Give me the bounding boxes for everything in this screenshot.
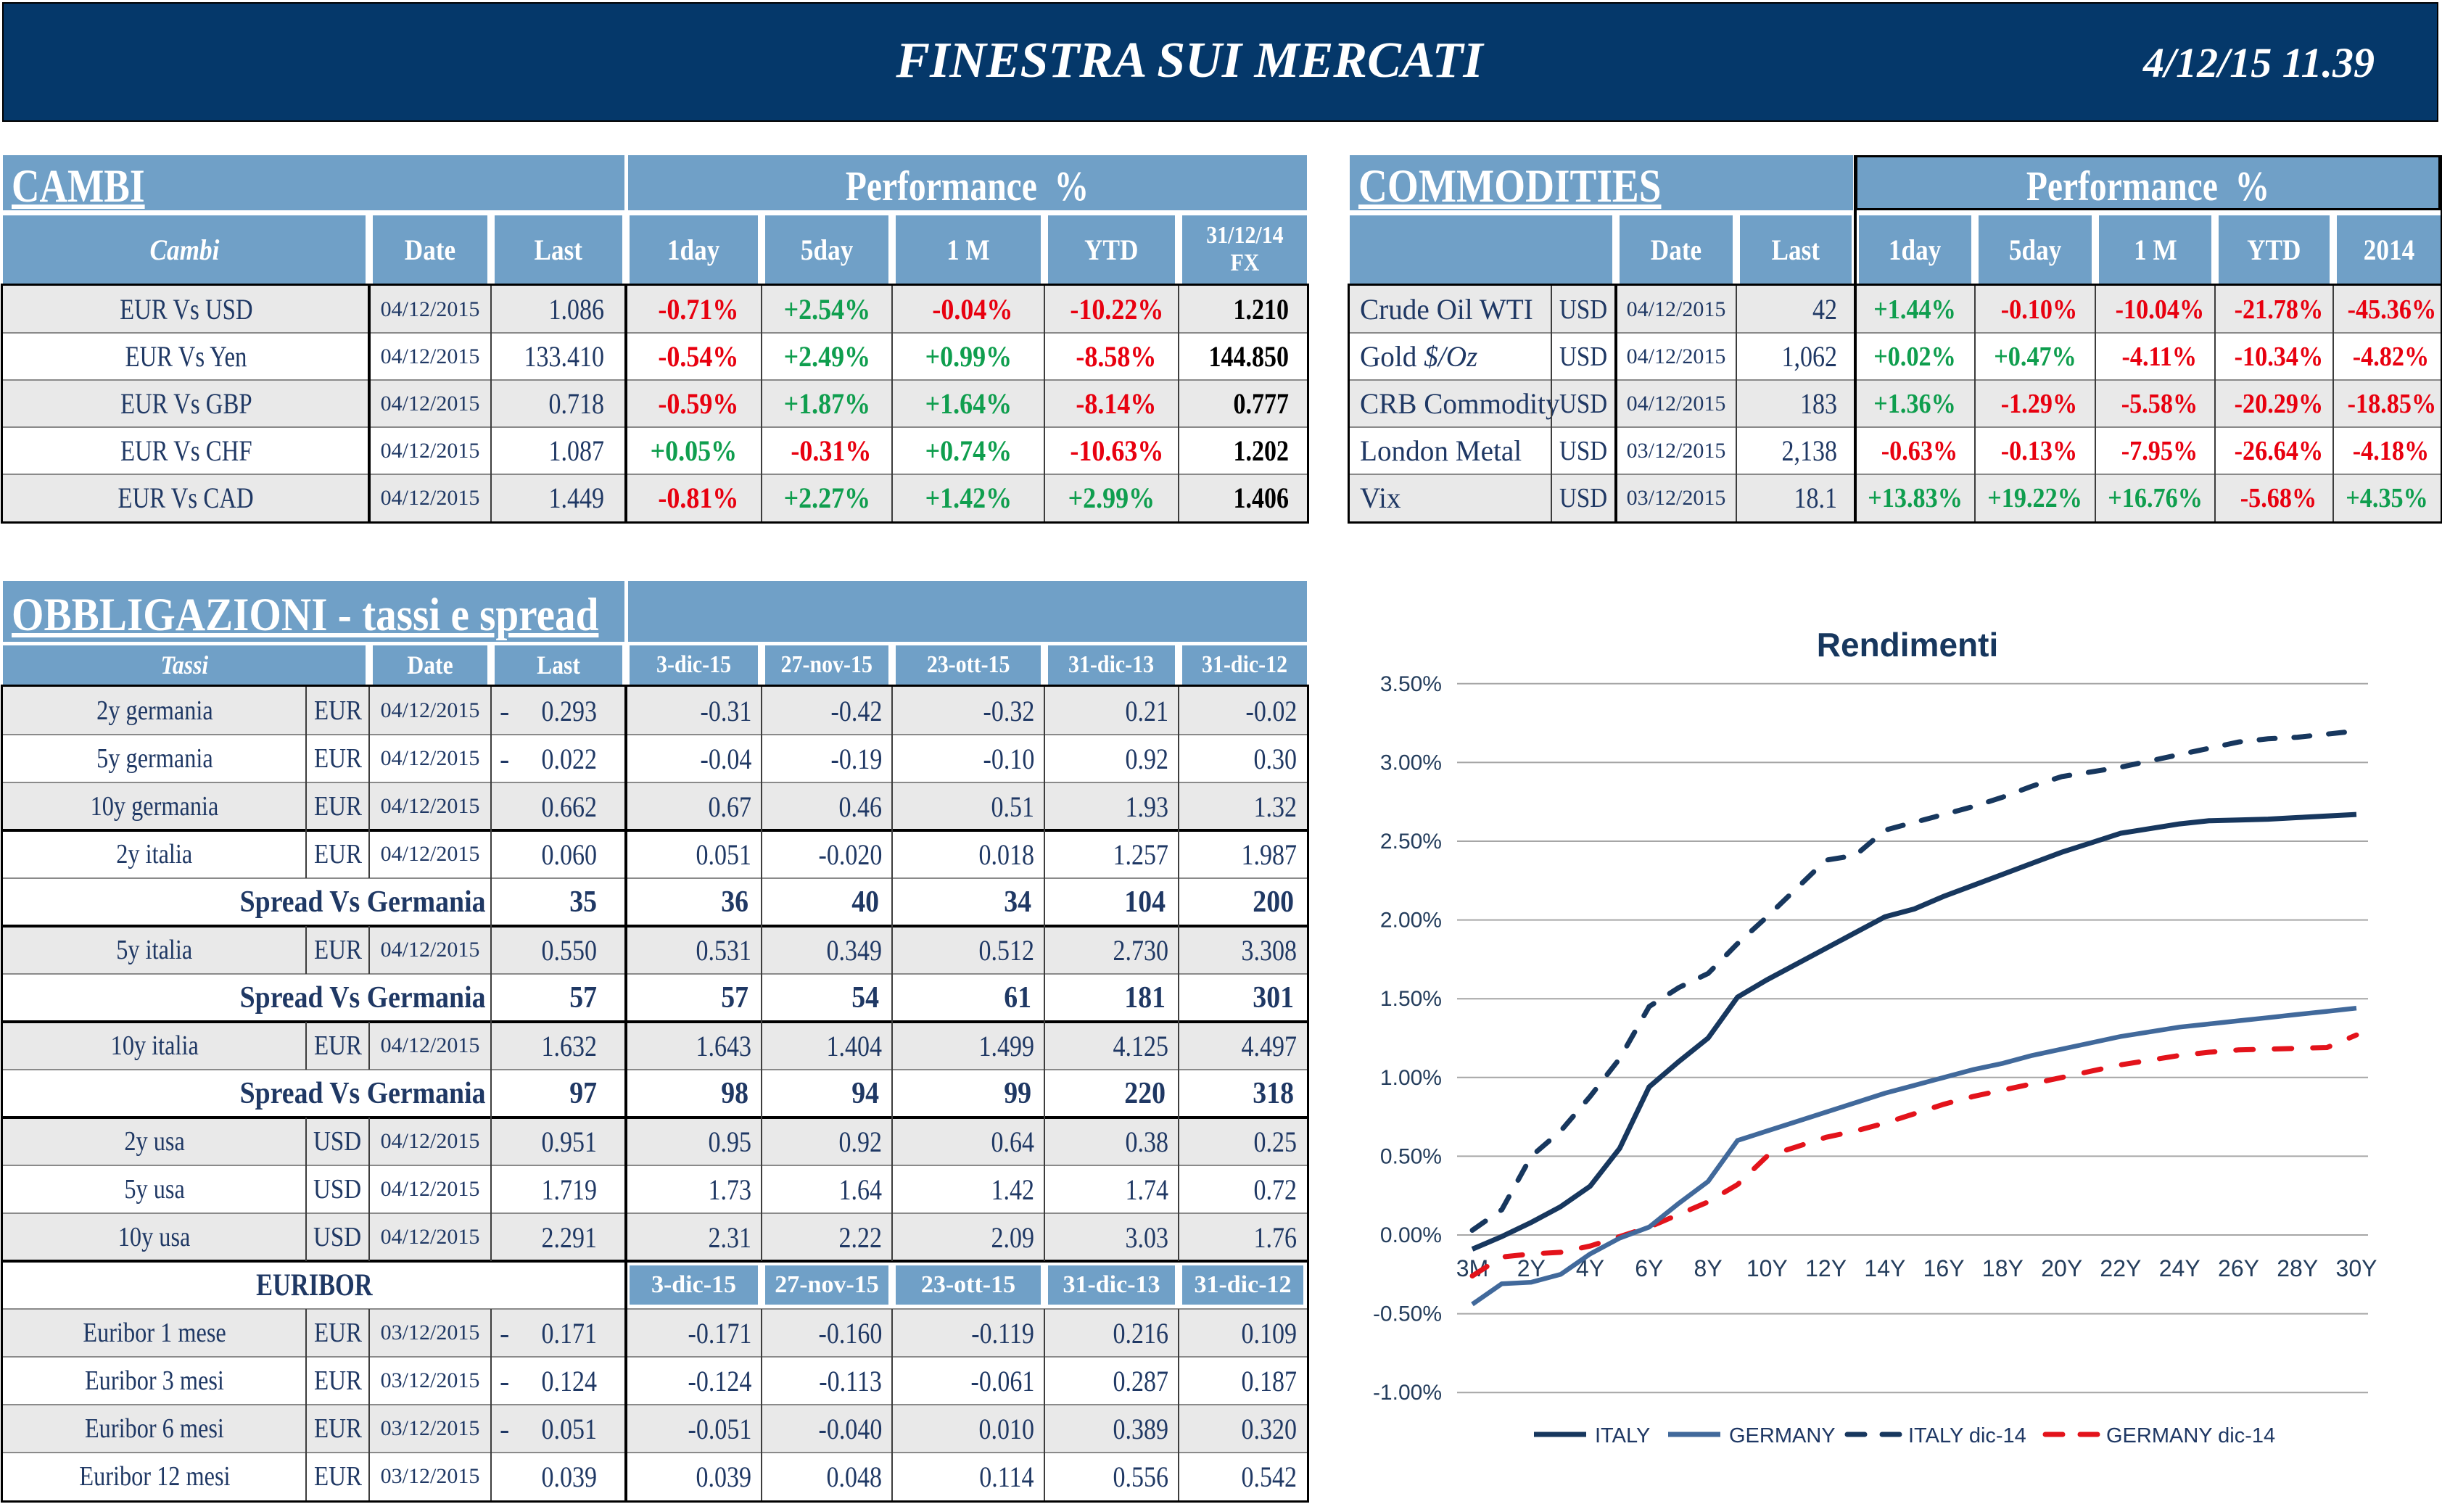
- svg-text:2.50%: 2.50%: [1380, 830, 1442, 854]
- svg-text:6Y: 6Y: [1635, 1255, 1663, 1281]
- svg-text:12Y: 12Y: [1805, 1255, 1847, 1281]
- svg-text:3.50%: 3.50%: [1380, 672, 1442, 696]
- svg-text:30Y: 30Y: [2336, 1255, 2377, 1281]
- svg-text:0.00%: 0.00%: [1380, 1223, 1442, 1247]
- svg-text:2Y: 2Y: [1517, 1255, 1546, 1281]
- svg-text:26Y: 26Y: [2218, 1255, 2259, 1281]
- svg-text:Rendimenti: Rendimenti: [1817, 626, 1998, 664]
- svg-text:24Y: 24Y: [2159, 1255, 2200, 1281]
- svg-text:10Y: 10Y: [1746, 1255, 1788, 1281]
- svg-text:-1.00%: -1.00%: [1373, 1381, 1442, 1405]
- svg-text:GERMANY dic-14: GERMANY dic-14: [2106, 1424, 2275, 1447]
- svg-text:16Y: 16Y: [1923, 1255, 1965, 1281]
- svg-text:8Y: 8Y: [1694, 1255, 1723, 1281]
- svg-text:28Y: 28Y: [2277, 1255, 2318, 1281]
- svg-text:GERMANY: GERMANY: [1729, 1424, 1836, 1447]
- svg-text:14Y: 14Y: [1864, 1255, 1905, 1281]
- svg-text:ITALY: ITALY: [1595, 1424, 1650, 1447]
- svg-text:-0.50%: -0.50%: [1373, 1302, 1442, 1326]
- svg-text:2.00%: 2.00%: [1380, 909, 1442, 933]
- svg-text:1.50%: 1.50%: [1380, 987, 1442, 1011]
- svg-text:3.00%: 3.00%: [1380, 751, 1442, 774]
- svg-text:22Y: 22Y: [2100, 1255, 2141, 1281]
- svg-text:0.50%: 0.50%: [1380, 1144, 1442, 1168]
- svg-text:18Y: 18Y: [1982, 1255, 2024, 1281]
- svg-text:ITALY dic-14: ITALY dic-14: [1908, 1424, 2026, 1447]
- svg-text:20Y: 20Y: [2041, 1255, 2082, 1281]
- svg-text:1.00%: 1.00%: [1380, 1066, 1442, 1090]
